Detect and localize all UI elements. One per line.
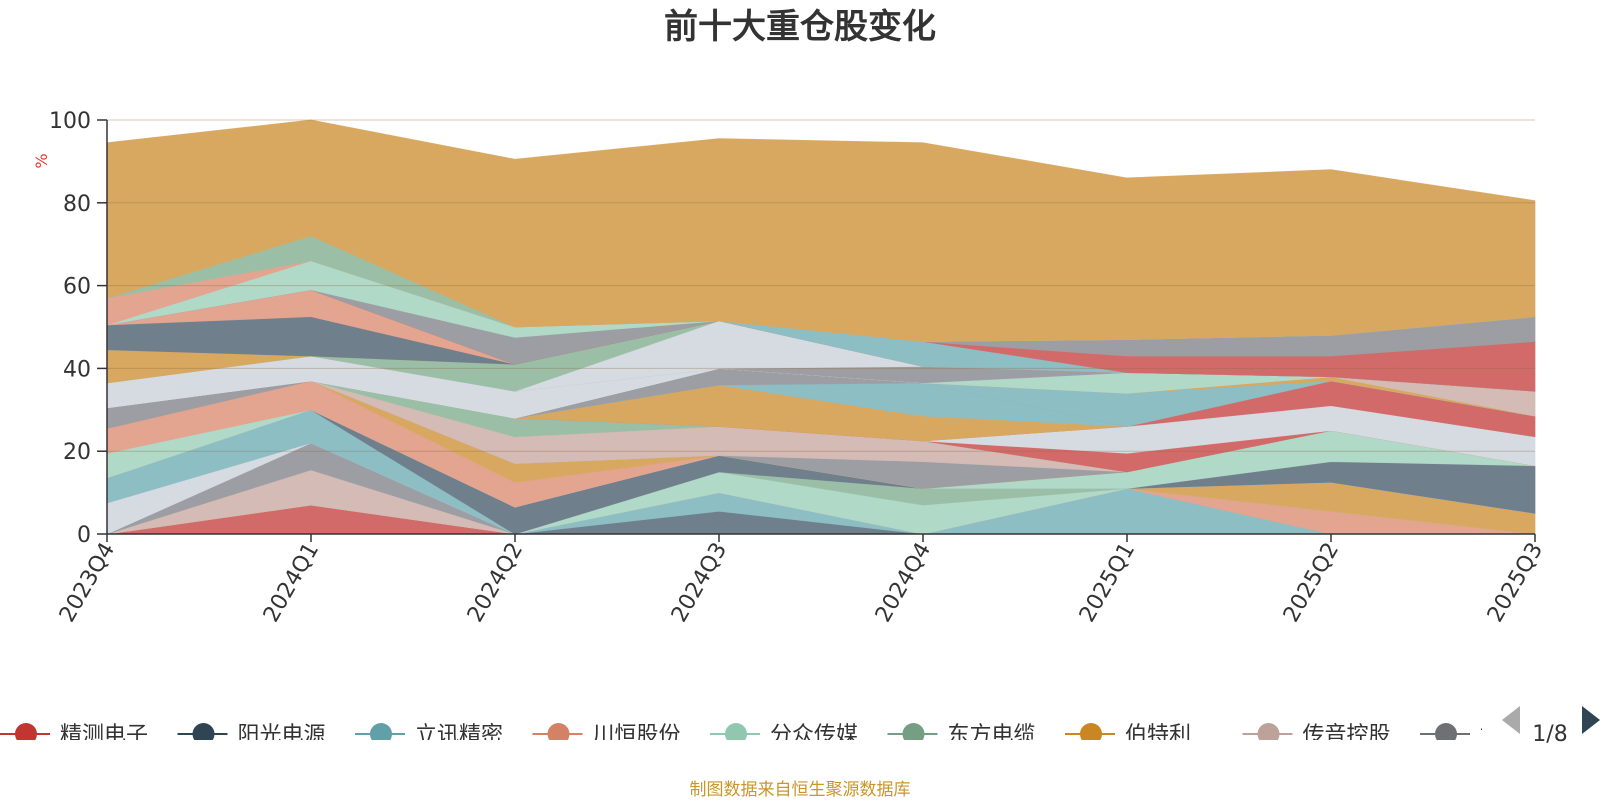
y-tick-label: 100 bbox=[49, 109, 91, 134]
y-tick-label: 40 bbox=[63, 357, 91, 382]
legend-marker bbox=[547, 723, 570, 740]
legend-item[interactable]: 分众传媒 bbox=[710, 723, 858, 748]
gridlines bbox=[107, 119, 1535, 452]
legend-item[interactable]: 精测电子 bbox=[0, 723, 148, 748]
area-series-group bbox=[106, 119, 1536, 535]
x-tick-label: 2025Q1 bbox=[1075, 539, 1140, 627]
x-tick-label: 2025Q3 bbox=[1483, 539, 1548, 627]
legend-label: 传音控股 bbox=[1303, 723, 1391, 748]
legend-item[interactable]: 传音控股 bbox=[1242, 723, 1391, 748]
legend-marker bbox=[902, 723, 925, 740]
legend: 精测电子 阳光电源 立讯精密 川恒股份 分众传媒 东方电缆 伯特利 传音控股 协创数据 bbox=[0, 723, 1568, 748]
legend-next-arrow-icon[interactable] bbox=[1582, 706, 1600, 734]
legend-item[interactable]: 伯特利 bbox=[1065, 723, 1191, 748]
legend-marker bbox=[1257, 723, 1280, 740]
x-tick-label: 2023Q4 bbox=[55, 539, 120, 627]
y-tick-label: 80 bbox=[63, 192, 91, 217]
legend-item[interactable]: 川恒股份 bbox=[532, 723, 681, 748]
legend-page-indicator: 1/8 bbox=[1532, 722, 1567, 747]
legend-item[interactable]: 阳光电源 bbox=[177, 723, 326, 748]
legend-prev-arrow-icon[interactable] bbox=[1502, 706, 1520, 734]
legend-marker bbox=[192, 723, 215, 740]
legend-label: 立讯精密 bbox=[415, 723, 503, 748]
x-tick-label: 2024Q3 bbox=[667, 539, 732, 627]
x-tick-label: 2024Q1 bbox=[259, 539, 324, 627]
legend-label: 阳光电源 bbox=[238, 723, 326, 748]
y-tick-label: 0 bbox=[77, 523, 91, 548]
legend-items: 精测电子 阳光电源 立讯精密 川恒股份 分众传媒 东方电缆 伯特利 传音控股 协创数据 bbox=[0, 723, 1568, 748]
legend-label: 伯特利 bbox=[1125, 723, 1191, 748]
legend-marker bbox=[725, 723, 747, 740]
x-tick-label: 2024Q4 bbox=[871, 539, 936, 627]
area-series-44 bbox=[106, 119, 1536, 342]
y-tick-label: 60 bbox=[63, 275, 91, 300]
legend-marker bbox=[1435, 723, 1457, 740]
legend-item[interactable]: 立讯精密 bbox=[355, 723, 503, 748]
legend-label: 精测电子 bbox=[60, 723, 148, 748]
legend-item[interactable]: 东方电缆 bbox=[887, 723, 1036, 748]
legend-label: 分众传媒 bbox=[770, 723, 858, 748]
x-tick-label: 2024Q2 bbox=[463, 539, 528, 627]
source-note: 制图数据来自恒生聚源数据库 bbox=[690, 780, 911, 800]
legend-label: 协创数据 bbox=[1480, 723, 1568, 748]
legend-label: 东方电缆 bbox=[948, 723, 1036, 748]
legend-marker bbox=[1080, 723, 1102, 740]
legend-label: 川恒股份 bbox=[593, 723, 681, 748]
y-tick-label: 20 bbox=[63, 440, 91, 465]
x-tick-label: 2025Q2 bbox=[1279, 539, 1344, 627]
legend-marker bbox=[15, 723, 37, 740]
legend-pager: 1/8 bbox=[1502, 706, 1600, 747]
legend-marker bbox=[370, 723, 392, 740]
chart-title: 前十大重仓股变化 bbox=[664, 7, 936, 47]
legend-item[interactable]: 协创数据 bbox=[1420, 723, 1568, 748]
y-axis-unit: % bbox=[32, 153, 51, 168]
